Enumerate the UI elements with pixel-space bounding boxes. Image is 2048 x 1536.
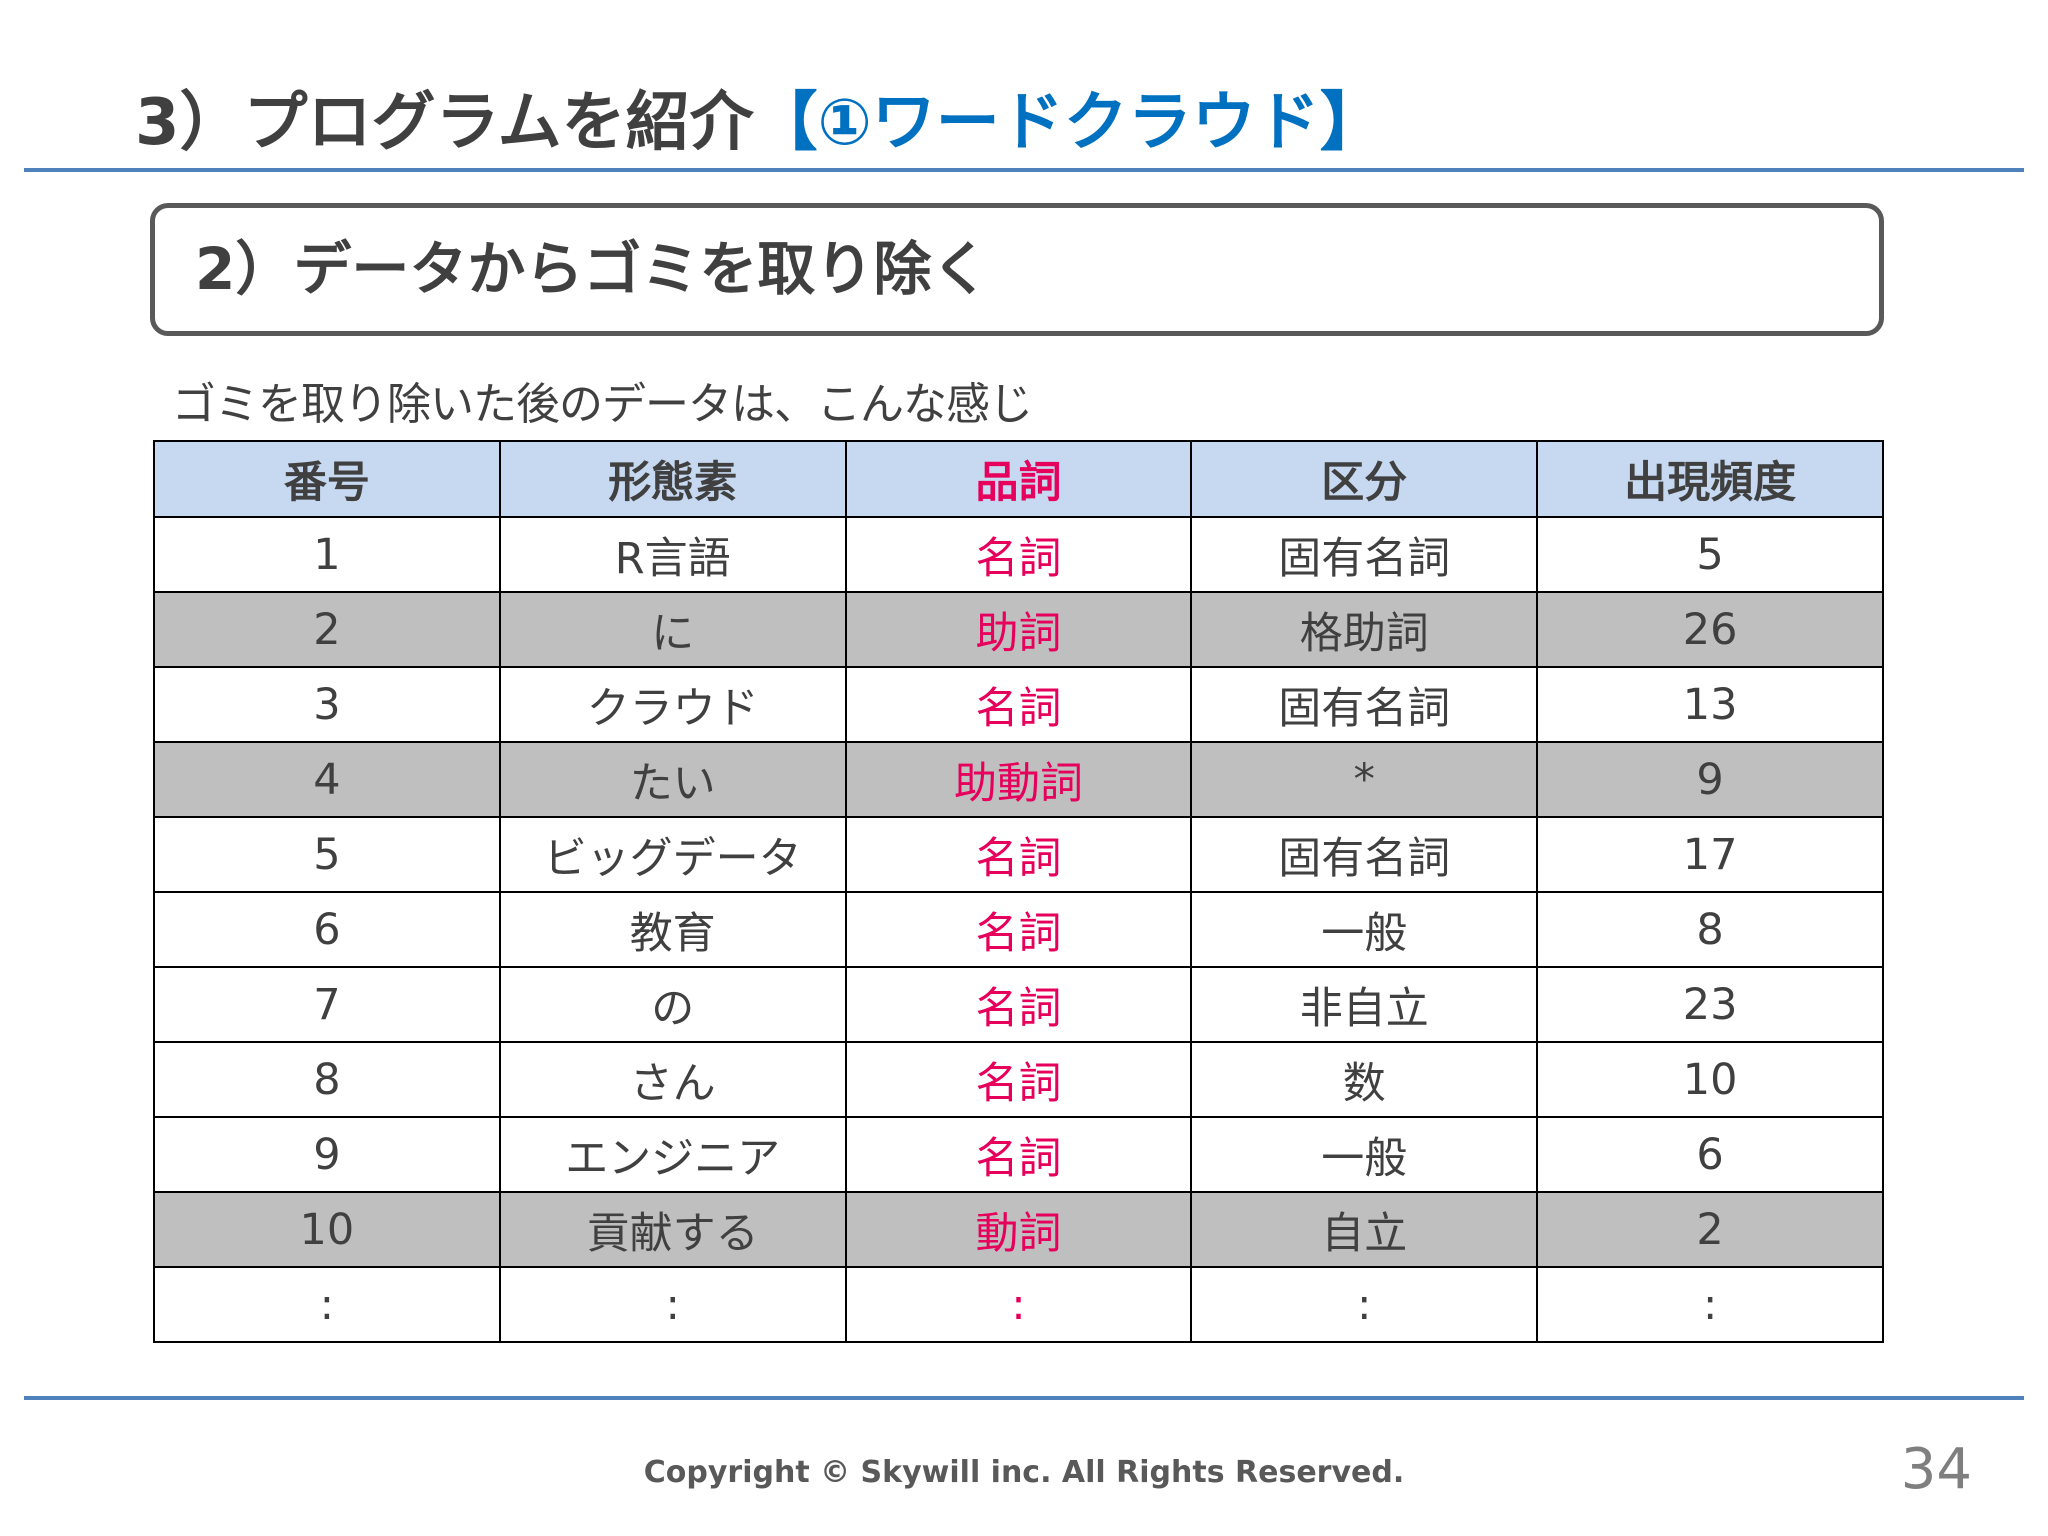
cell-number: 1 <box>153 516 501 593</box>
cell-morpheme: 教育 <box>498 891 847 968</box>
cell-category: 一般 <box>1190 891 1539 968</box>
cell-frequency: : <box>1536 1266 1884 1343</box>
table-row: 5 ビッグデータ 名詞 固有名詞 17 <box>153 816 1884 893</box>
cell-part-of-speech: 助動詞 <box>844 741 1193 818</box>
cell-number: 6 <box>153 891 501 968</box>
header-number: 番号 <box>153 440 501 518</box>
cell-frequency: 9 <box>1536 741 1884 818</box>
cell-morpheme: ビッグデータ <box>498 816 847 893</box>
cell-morpheme: R言語 <box>498 516 847 593</box>
table-row: 10 貢献する 動詞 自立 2 <box>153 1191 1884 1268</box>
cell-number: 2 <box>153 591 501 668</box>
cell-number: 7 <box>153 966 501 1043</box>
cell-morpheme: に <box>498 591 847 668</box>
cell-part-of-speech: 動詞 <box>844 1191 1193 1268</box>
cell-category: 固有名詞 <box>1190 816 1539 893</box>
table-row: 3 クラウド 名詞 固有名詞 13 <box>153 666 1884 743</box>
header-morpheme: 形態素 <box>498 440 847 518</box>
cell-morpheme: たい <box>498 741 847 818</box>
cell-morpheme: さん <box>498 1041 847 1118</box>
cell-number: 4 <box>153 741 501 818</box>
cell-part-of-speech: : <box>844 1266 1193 1343</box>
cell-frequency: 2 <box>1536 1191 1884 1268</box>
cell-frequency: 10 <box>1536 1041 1884 1118</box>
header-category: 区分 <box>1190 440 1539 518</box>
cell-part-of-speech: 名詞 <box>844 666 1193 743</box>
cell-category: 格助詞 <box>1190 591 1539 668</box>
cell-part-of-speech: 名詞 <box>844 816 1193 893</box>
cell-morpheme: の <box>498 966 847 1043</box>
cell-category: 自立 <box>1190 1191 1539 1268</box>
cell-morpheme: : <box>498 1266 847 1343</box>
cell-frequency: 8 <box>1536 891 1884 968</box>
table-row: 1 R言語 名詞 固有名詞 5 <box>153 516 1884 593</box>
top-divider <box>24 168 2024 172</box>
table-row: 9 エンジニア 名詞 一般 6 <box>153 1116 1884 1193</box>
cell-number: : <box>153 1266 501 1343</box>
cell-number: 9 <box>153 1116 501 1193</box>
cell-number: 10 <box>153 1191 501 1268</box>
cell-category: 固有名詞 <box>1190 516 1539 593</box>
cell-part-of-speech: 名詞 <box>844 1041 1193 1118</box>
cell-frequency: 17 <box>1536 816 1884 893</box>
cell-part-of-speech: 助詞 <box>844 591 1193 668</box>
section-title: 2）データからゴミを取り除く <box>195 235 990 303</box>
table-row: 6 教育 名詞 一般 8 <box>153 891 1884 968</box>
morpheme-table: 番号 形態素 品詞 区分 出現頻度 1 R言語 名詞 固有名詞 5 2 に助詞 格助詞 26 3 ク… <box>153 440 1884 1343</box>
table-row: ::::: <box>153 1266 1884 1343</box>
table-header-row: 番号 形態素 品詞 区分 出現頻度 <box>153 440 1884 518</box>
table-row: 4 たい 助動詞 * 9 <box>153 741 1884 818</box>
section-heading-box: 2）データからゴミを取り除く <box>150 203 1884 336</box>
cell-frequency: 26 <box>1536 591 1884 668</box>
cell-category: 非自立 <box>1190 966 1539 1043</box>
copyright-footer: Copyright © Skywill inc. All Rights Rese… <box>643 1455 1405 1490</box>
slide-title-accent: 【①ワードクラウド】 <box>753 86 1384 160</box>
cell-number: 8 <box>153 1041 501 1118</box>
table-caption: ゴミを取り除いた後のデータは、こんな感じ <box>172 379 1033 430</box>
cell-frequency: 5 <box>1536 516 1884 593</box>
header-part-of-speech: 品詞 <box>844 440 1193 518</box>
cell-frequency: 23 <box>1536 966 1884 1043</box>
cell-part-of-speech: 名詞 <box>844 891 1193 968</box>
cell-number: 3 <box>153 666 501 743</box>
cell-category: : <box>1190 1266 1539 1343</box>
cell-category: 数 <box>1190 1041 1539 1118</box>
cell-part-of-speech: 名詞 <box>844 516 1193 593</box>
cell-category: 固有名詞 <box>1190 666 1539 743</box>
cell-frequency: 13 <box>1536 666 1884 743</box>
cell-frequency: 6 <box>1536 1116 1884 1193</box>
table-row: 2 に助詞 格助詞 26 <box>153 591 1884 668</box>
cell-morpheme: エンジニア <box>498 1116 847 1193</box>
cell-morpheme: クラウド <box>498 666 847 743</box>
cell-part-of-speech: 名詞 <box>844 1116 1193 1193</box>
header-frequency: 出現頻度 <box>1536 440 1884 518</box>
page-number: 34 <box>1900 1437 1972 1502</box>
slide-title: 3）プログラムを紹介【①ワードクラウド】 <box>135 78 1384 168</box>
table-body: 1 R言語 名詞 固有名詞 5 2 に助詞 格助詞 26 3 クラウド 名詞 固有名詞 13 4 たい 助動詞 *… <box>153 516 1884 1343</box>
table-row: 7 の名詞 非自立 23 <box>153 966 1884 1043</box>
table-row: 8 さん 名詞数 10 <box>153 1041 1884 1118</box>
cell-number: 5 <box>153 816 501 893</box>
bottom-divider <box>24 1396 2024 1400</box>
slide-title-main: 3）プログラムを紹介 <box>135 86 754 160</box>
cell-category: * <box>1190 741 1539 818</box>
cell-part-of-speech: 名詞 <box>844 966 1193 1043</box>
cell-category: 一般 <box>1190 1116 1539 1193</box>
cell-morpheme: 貢献する <box>498 1191 847 1268</box>
